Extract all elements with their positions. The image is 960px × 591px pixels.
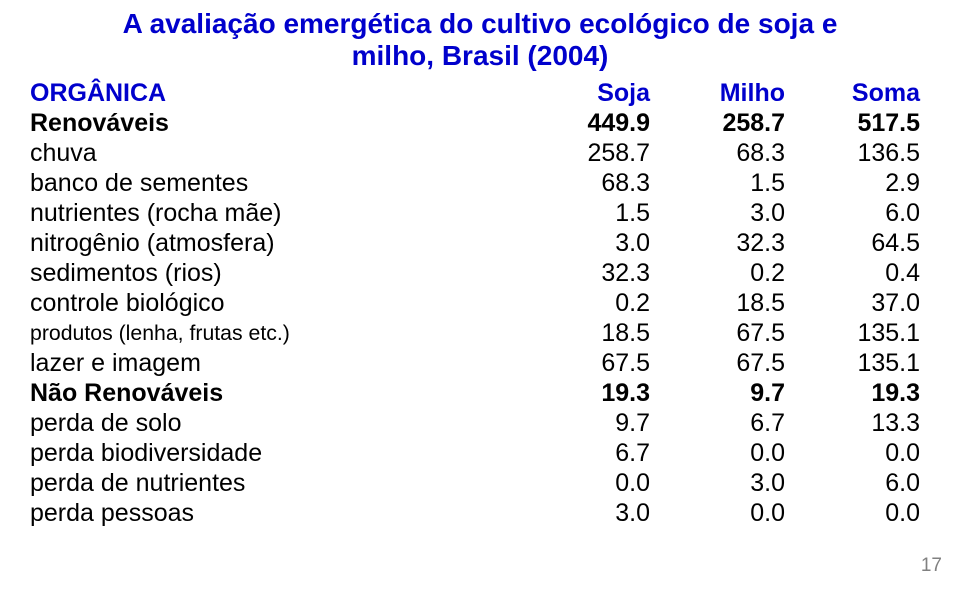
row-label: produtos (lenha, frutas etc.) xyxy=(30,318,525,348)
row-value: 6.7 xyxy=(525,438,660,468)
row-value: 2.9 xyxy=(795,168,930,198)
row-value: 18.5 xyxy=(660,288,795,318)
page-number: 17 xyxy=(921,555,942,577)
header-soja: Soja xyxy=(525,78,660,108)
row-value: 258.7 xyxy=(660,108,795,138)
row-value: 9.7 xyxy=(525,408,660,438)
row-label: banco de sementes xyxy=(30,168,525,198)
table-row: chuva258.768.3136.5 xyxy=(30,138,930,168)
row-value: 6.7 xyxy=(660,408,795,438)
row-value: 6.0 xyxy=(795,468,930,498)
table-row: produtos (lenha, frutas etc.)18.567.5135… xyxy=(30,318,930,348)
table-row: Não Renováveis19.39.719.3 xyxy=(30,378,930,408)
row-value: 6.0 xyxy=(795,198,930,228)
table-row: perda biodiversidade6.70.00.0 xyxy=(30,438,930,468)
row-value: 64.5 xyxy=(795,228,930,258)
slide-title: A avaliação emergética do cultivo ecológ… xyxy=(30,8,930,72)
row-value: 0.2 xyxy=(525,288,660,318)
row-value: 135.1 xyxy=(795,318,930,348)
row-label: nutrientes (rocha mãe) xyxy=(30,198,525,228)
table-row: perda de nutrientes0.03.06.0 xyxy=(30,468,930,498)
table-row: perda pessoas3.00.00.0 xyxy=(30,498,930,528)
row-value: 68.3 xyxy=(525,168,660,198)
table-row: controle biológico0.218.537.0 xyxy=(30,288,930,318)
row-value: 449.9 xyxy=(525,108,660,138)
row-value: 0.0 xyxy=(795,498,930,528)
slide: A avaliação emergética do cultivo ecológ… xyxy=(0,0,960,591)
row-label: Renováveis xyxy=(30,108,525,138)
row-value: 0.0 xyxy=(660,438,795,468)
row-value: 0.0 xyxy=(525,468,660,498)
row-value: 67.5 xyxy=(660,348,795,378)
row-value: 0.0 xyxy=(795,438,930,468)
row-label: perda de solo xyxy=(30,408,525,438)
row-label: sedimentos (rios) xyxy=(30,258,525,288)
row-value: 3.0 xyxy=(660,198,795,228)
row-label: perda de nutrientes xyxy=(30,468,525,498)
row-value: 19.3 xyxy=(525,378,660,408)
row-value: 1.5 xyxy=(525,198,660,228)
row-value: 3.0 xyxy=(525,498,660,528)
row-value: 258.7 xyxy=(525,138,660,168)
row-label: controle biológico xyxy=(30,288,525,318)
row-value: 19.3 xyxy=(795,378,930,408)
table-row: sedimentos (rios)32.30.20.4 xyxy=(30,258,930,288)
row-value: 0.2 xyxy=(660,258,795,288)
row-value: 135.1 xyxy=(795,348,930,378)
row-value: 3.0 xyxy=(660,468,795,498)
data-table: ORGÂNICA Soja Milho Soma Renováveis449.9… xyxy=(30,78,930,528)
row-label: Não Renováveis xyxy=(30,378,525,408)
row-value: 0.0 xyxy=(660,498,795,528)
table-row: lazer e imagem67.567.5135.1 xyxy=(30,348,930,378)
row-value: 3.0 xyxy=(525,228,660,258)
row-value: 9.7 xyxy=(660,378,795,408)
table-row: nitrogênio (atmosfera)3.032.364.5 xyxy=(30,228,930,258)
table-row: banco de sementes68.31.52.9 xyxy=(30,168,930,198)
row-value: 136.5 xyxy=(795,138,930,168)
header-milho: Milho xyxy=(660,78,795,108)
title-line-1: A avaliação emergética do cultivo ecológ… xyxy=(123,8,838,39)
row-label: nitrogênio (atmosfera) xyxy=(30,228,525,258)
row-value: 67.5 xyxy=(525,348,660,378)
row-value: 67.5 xyxy=(660,318,795,348)
row-label: perda pessoas xyxy=(30,498,525,528)
row-value: 517.5 xyxy=(795,108,930,138)
row-label: chuva xyxy=(30,138,525,168)
row-label: lazer e imagem xyxy=(30,348,525,378)
row-label: perda biodiversidade xyxy=(30,438,525,468)
row-value: 37.0 xyxy=(795,288,930,318)
table-row: Renováveis449.9258.7517.5 xyxy=(30,108,930,138)
header-organica: ORGÂNICA xyxy=(30,78,525,108)
row-value: 18.5 xyxy=(525,318,660,348)
row-value: 32.3 xyxy=(525,258,660,288)
row-value: 68.3 xyxy=(660,138,795,168)
table-row: perda de solo9.76.713.3 xyxy=(30,408,930,438)
row-value: 1.5 xyxy=(660,168,795,198)
row-value: 0.4 xyxy=(795,258,930,288)
table-header-row: ORGÂNICA Soja Milho Soma xyxy=(30,78,930,108)
title-line-2: milho, Brasil (2004) xyxy=(352,40,609,71)
row-value: 13.3 xyxy=(795,408,930,438)
row-value: 32.3 xyxy=(660,228,795,258)
header-soma: Soma xyxy=(795,78,930,108)
table-row: nutrientes (rocha mãe)1.53.06.0 xyxy=(30,198,930,228)
